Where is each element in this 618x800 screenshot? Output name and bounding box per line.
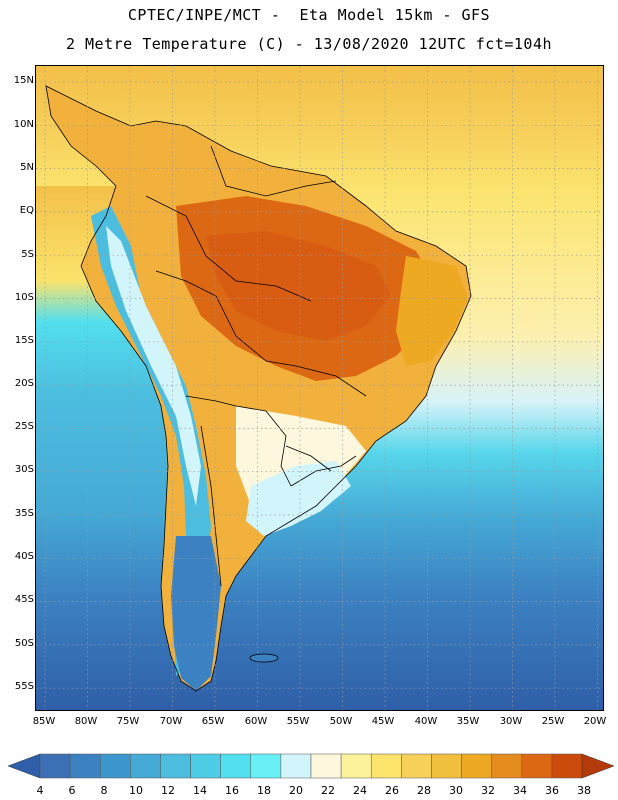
lon-label-35w: 35W [456,716,480,727]
lon-label-80w: 80W [74,716,98,727]
colorbar-low-arrow [7,753,41,779]
colorbar-cell [431,753,462,779]
cb-label-34: 34 [513,784,527,797]
lat-label-20s: 20S [14,378,34,389]
pampas-region [246,461,351,536]
lat-label-30s: 30S [14,464,34,475]
colorbar-cell [280,753,312,779]
cb-label-26: 26 [385,784,399,797]
colorbar-cell [39,753,71,779]
map-panel [35,65,604,711]
lon-label-60w: 60W [244,716,268,727]
colorbar-cell [69,753,101,779]
lon-label-75w: 75W [116,716,140,727]
lon-label-30w: 30W [499,716,523,727]
colorbar-cell [491,753,523,779]
northeast-warm-region [396,256,468,366]
amazon-core-region [206,231,391,341]
colorbar-cell [401,753,432,779]
country-borders [45,85,472,692]
colorbar-cells [39,753,583,779]
lat-label-40s: 40S [14,551,34,562]
lon-label-20w: 20W [583,716,607,727]
colorbar-high-arrow [581,753,615,779]
lon-label-55w: 55W [286,716,310,727]
cb-label-10: 10 [129,784,143,797]
colorbar-cell [160,753,191,779]
cb-label-28: 28 [417,784,431,797]
lat-label-15n: 15N [13,75,34,86]
lon-label-65w: 65W [201,716,225,727]
cb-label-32: 32 [481,784,495,797]
colorbar-cell [190,753,221,779]
lat-label-10s: 10S [14,292,34,303]
cb-label-18: 18 [257,784,271,797]
lon-label-25w: 25W [541,716,565,727]
cb-label-6: 6 [68,784,76,797]
lon-label-45w: 45W [371,716,395,727]
malvinas-islands [249,653,279,663]
colorbar-cell [99,753,131,779]
lat-label-35s: 35S [14,508,34,519]
patagonia-region [171,536,221,691]
cb-label-36: 36 [545,784,559,797]
title-line-1: CPTEC/INPE/MCT - Eta Model 15km - GFS [127,6,491,24]
cb-label-4: 4 [36,784,44,797]
lat-label-10n: 10N [13,119,34,130]
lat-label-50s: 50S [14,638,34,649]
colorbar-cell [220,753,252,779]
colorbar-cell [521,753,553,779]
temperature-map [36,66,603,710]
cb-label-16: 16 [225,784,239,797]
colorbar-cell [130,753,161,779]
cb-label-24: 24 [353,784,367,797]
title-line-2: 2 Metre Temperature (C) - 13/08/2020 12U… [65,35,553,53]
graticule [36,66,603,710]
lon-label-40w: 40W [414,716,438,727]
cb-label-12: 12 [161,784,175,797]
lat-label-5n: 5N [20,162,34,173]
lat-label-45s: 45S [14,594,34,605]
lon-label-70w: 70W [159,716,183,727]
colorbar-cell [340,753,372,779]
lat-label-25s: 25S [14,421,34,432]
colorbar-cell [370,753,402,779]
cb-label-14: 14 [193,784,207,797]
cb-label-30: 30 [449,784,463,797]
lat-label-55s: 55S [14,681,34,692]
cb-label-38: 38 [577,784,591,797]
cb-label-22: 22 [321,784,335,797]
colorbar-cell [250,753,282,779]
cb-label-20: 20 [289,784,303,797]
lat-label-eq: EQ [19,205,34,216]
lon-label-85w: 85W [32,716,56,727]
cb-label-8: 8 [100,784,108,797]
lon-label-50w: 50W [329,716,353,727]
colorbar-cell [310,753,342,779]
colorbar-cell [461,753,492,779]
lat-label-5s: 5S [21,249,34,260]
temperature-colorbar [7,753,615,779]
colorbar-cell [551,753,583,779]
lat-label-15s: 15S [14,335,34,346]
